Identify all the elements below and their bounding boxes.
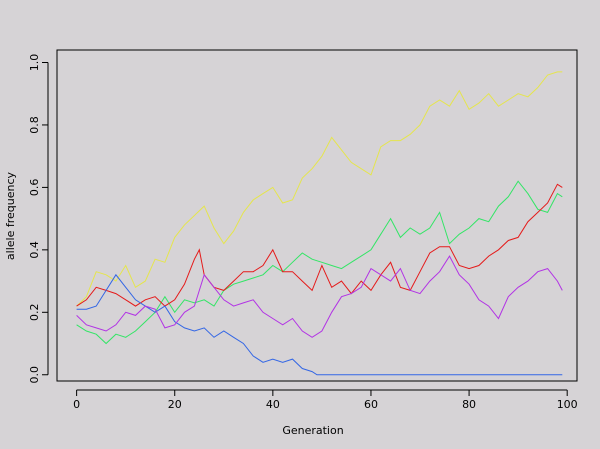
series-line-5 [76, 255, 563, 338]
y-tick-label: 0.6 [28, 179, 41, 197]
x-axis: 0 20 40 60 80 100 [73, 389, 578, 411]
x-tick-label: 60 [364, 398, 378, 411]
y-ticks: 0.0 0.2 0.4 0.6 0.8 1.0 [28, 54, 48, 384]
x-ticks: 0 20 40 60 80 100 [73, 390, 578, 411]
plot-frame [56, 49, 578, 382]
y-axis-title: allele frequency [4, 171, 17, 260]
x-axis-title: Generation [282, 424, 343, 437]
y-tick-label: 0.8 [28, 116, 41, 133]
y-tick-label: 0.4 [28, 241, 41, 259]
x-tick-label: 0 [73, 398, 80, 411]
series-layer [76, 71, 563, 376]
x-tick-label: 20 [168, 398, 182, 411]
y-tick-label: 0.2 [28, 304, 41, 322]
x-tick-label: 80 [462, 398, 476, 411]
y-axis: 0.0 0.2 0.4 0.6 0.8 1.0 [28, 54, 49, 384]
y-tick-label: 1.0 [28, 54, 41, 72]
y-tick-label: 0.0 [28, 366, 41, 384]
series-line-3 [76, 183, 563, 307]
series-line-4 [76, 273, 563, 376]
series-line-2 [76, 180, 563, 345]
x-tick-label: 100 [557, 398, 578, 411]
x-tick-label: 40 [266, 398, 280, 411]
series-line-1 [76, 71, 563, 307]
